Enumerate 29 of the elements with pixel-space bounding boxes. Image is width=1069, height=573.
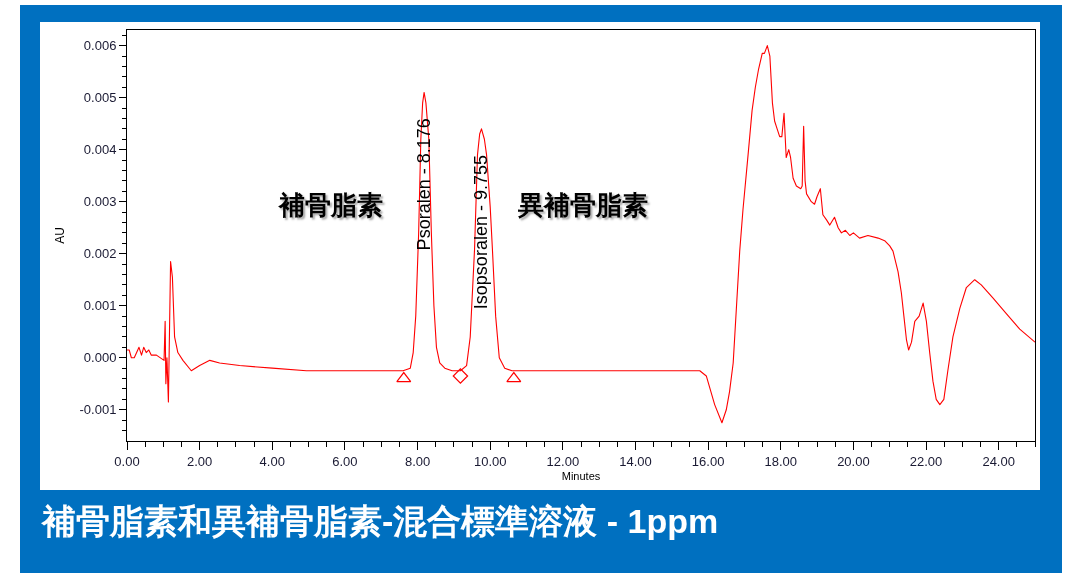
y-tick-label: 0.003 (83, 194, 117, 210)
x-tick-label: 0.00 (114, 453, 140, 469)
annotation: 補骨脂素 (278, 190, 383, 220)
text: 補骨脂素和異補骨脂素-混合標準溶液 - 1ppm (40, 501, 719, 540)
x-tick-label: 8.00 (404, 453, 431, 469)
x-tick-label: 14.00 (619, 453, 652, 469)
x-tick-label: 4.00 (259, 453, 285, 469)
x-tick-label: 12.00 (546, 453, 580, 469)
annotation: Psoralen - 8.176 (413, 118, 434, 251)
x-axis-title: Minutes (561, 469, 601, 482)
x-tick-label: 22.00 (909, 453, 943, 469)
x-tick-label: 2.00 (186, 453, 213, 469)
x-tick-label: 18.00 (764, 453, 798, 469)
x-tick-label: 20.00 (837, 453, 870, 469)
y-tick-label: 0.000 (83, 350, 117, 366)
x-tick-label: 10.00 (473, 453, 507, 469)
annotation: Isopsoralen - 9.755 (471, 155, 492, 310)
y-tick-label: 0.006 (83, 38, 117, 54)
x-tick-label: 16.00 (691, 453, 725, 469)
annotation: 異補骨脂素 (517, 190, 648, 220)
x-tick-label: 6.00 (332, 453, 358, 469)
y-axis-title: AU (52, 227, 67, 244)
y-tick-label: -0.001 (79, 402, 117, 418)
x-tick-label: 24.00 (982, 453, 1015, 469)
y-tick-label: 0.001 (83, 298, 117, 314)
y-tick-label: 0.005 (83, 90, 117, 106)
y-tick-label: 0.004 (83, 142, 117, 158)
line-series (127, 45, 1035, 424)
y-tick-label: 0.002 (83, 246, 117, 262)
